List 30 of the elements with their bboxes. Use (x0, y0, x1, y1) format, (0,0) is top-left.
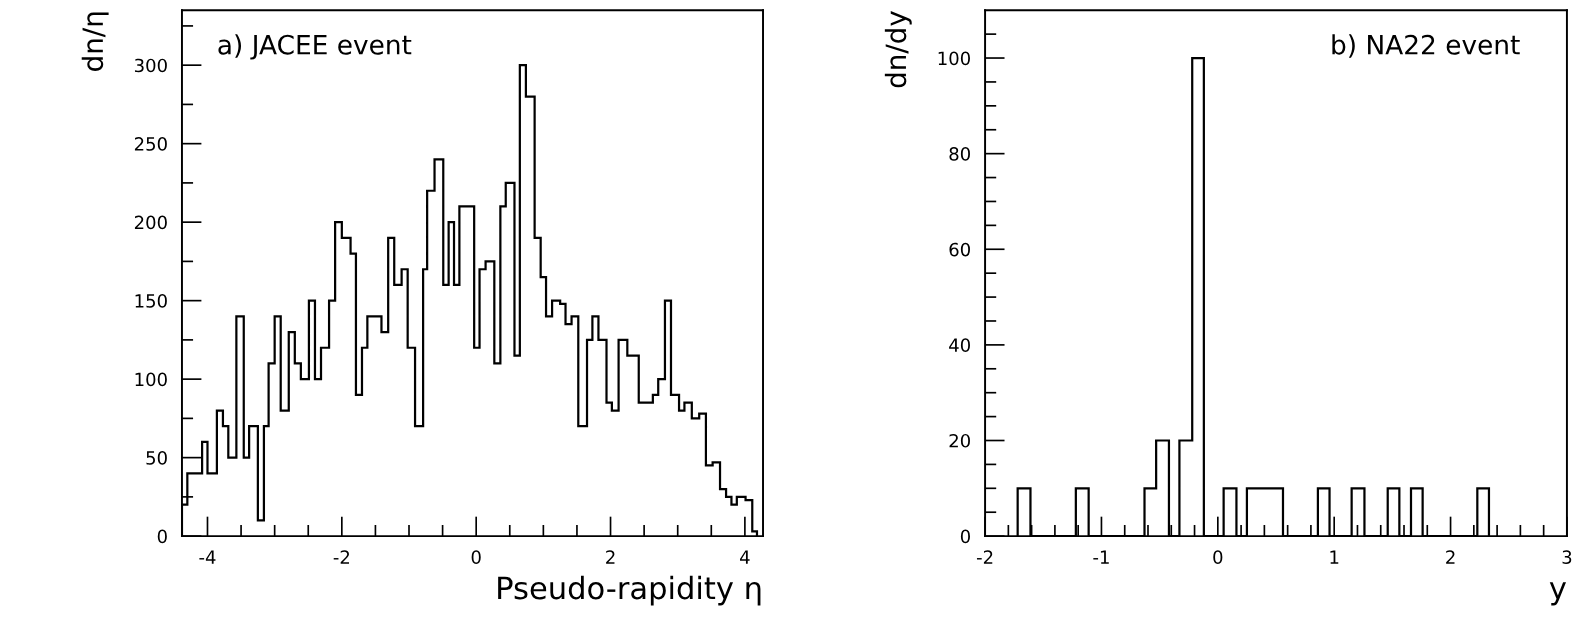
y-tick-label: 100 (938, 51, 970, 66)
y-tick-label: 50 (146, 451, 167, 465)
y-tick-label: 0 (157, 529, 167, 544)
annotation: b) NA22 event (1332, 34, 1520, 58)
y-tick-label: 60 (949, 242, 970, 257)
y-tick-label: 0 (960, 529, 970, 544)
x-tick-label: 2 (606, 550, 615, 564)
y-tick-label: 20 (949, 433, 970, 448)
x-tick-label: 1 (1330, 550, 1339, 564)
y-axis-title: dn/dy (884, 11, 912, 88)
y-tick-label: 100 (135, 372, 167, 387)
y-axis-title: dn/η (81, 12, 109, 71)
y-tick-label: 80 (949, 147, 970, 161)
y-tick-label: 150 (135, 294, 167, 308)
x-tick-label: -2 (333, 550, 350, 564)
annotation: a) JACEE event (218, 34, 412, 60)
x-tick-label: 4 (740, 550, 750, 564)
x-axis-title: Pseudo-rapidity η (498, 575, 761, 606)
x-tick-label: -2 (976, 550, 993, 564)
x-tick-label: 2 (1446, 550, 1455, 564)
x-tick-label: 3 (1562, 550, 1572, 564)
y-tick-label: 40 (949, 338, 970, 352)
x-axis-title: y (1549, 582, 1567, 606)
y-tick-label: 250 (134, 137, 167, 151)
x-tick-label: 0 (471, 550, 481, 564)
x-tick-label: -1 (1093, 550, 1109, 564)
y-tick-label: 200 (134, 215, 167, 230)
y-tick-label: 300 (134, 58, 167, 73)
x-tick-label: 0 (1213, 550, 1223, 564)
x-tick-label: -4 (199, 550, 216, 564)
